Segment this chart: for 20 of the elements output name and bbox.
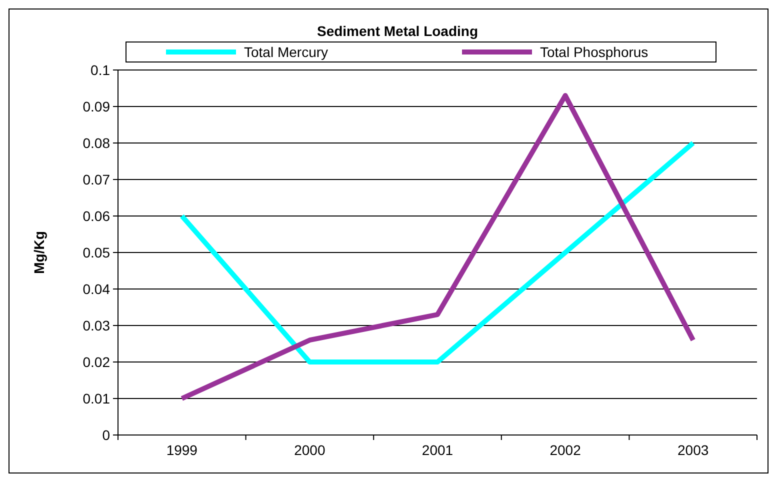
x-tick-label: 2002 bbox=[550, 442, 582, 458]
y-tick-label: 0.05 bbox=[82, 244, 110, 260]
legend-label: Total Phosphorus bbox=[540, 44, 648, 60]
x-tick-label: 2003 bbox=[678, 442, 709, 458]
y-tick-label: 0.02 bbox=[82, 354, 110, 370]
y-tick-label: 0.08 bbox=[82, 135, 110, 151]
y-tick-label: 0.1 bbox=[90, 62, 110, 78]
chart-title: Sediment Metal Loading bbox=[316, 23, 478, 39]
y-tick-label: 0.09 bbox=[82, 98, 110, 114]
y-tick-label: 0.06 bbox=[82, 208, 110, 224]
y-tick-label: 0.04 bbox=[82, 281, 110, 297]
x-tick-label: 2001 bbox=[422, 442, 454, 458]
x-tick-label: 2000 bbox=[294, 442, 326, 458]
y-tick-label: 0.07 bbox=[82, 172, 110, 188]
legend-label: Total Mercury bbox=[244, 44, 328, 60]
y-tick-label: 0.03 bbox=[82, 318, 110, 334]
y-tick-label: 0 bbox=[102, 427, 110, 443]
y-axis-title: Mg/Kg bbox=[31, 231, 47, 274]
y-tick-label: 0.01 bbox=[82, 390, 110, 406]
x-tick-label: 1999 bbox=[166, 442, 198, 458]
